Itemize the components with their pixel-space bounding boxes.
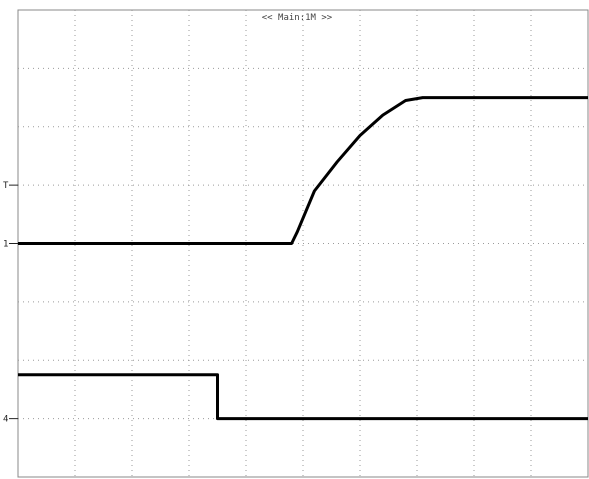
screen-title: << Main:1M >> [262,13,333,23]
channel-markers: T 1 4 [3,181,18,425]
channel-marker-label: T [3,181,9,191]
trace-1 [18,96,588,245]
channel-marker-label: 4 [3,415,8,425]
traces [18,96,588,421]
channel-marker-label: 1 [3,240,8,250]
trace-2 [18,373,588,421]
